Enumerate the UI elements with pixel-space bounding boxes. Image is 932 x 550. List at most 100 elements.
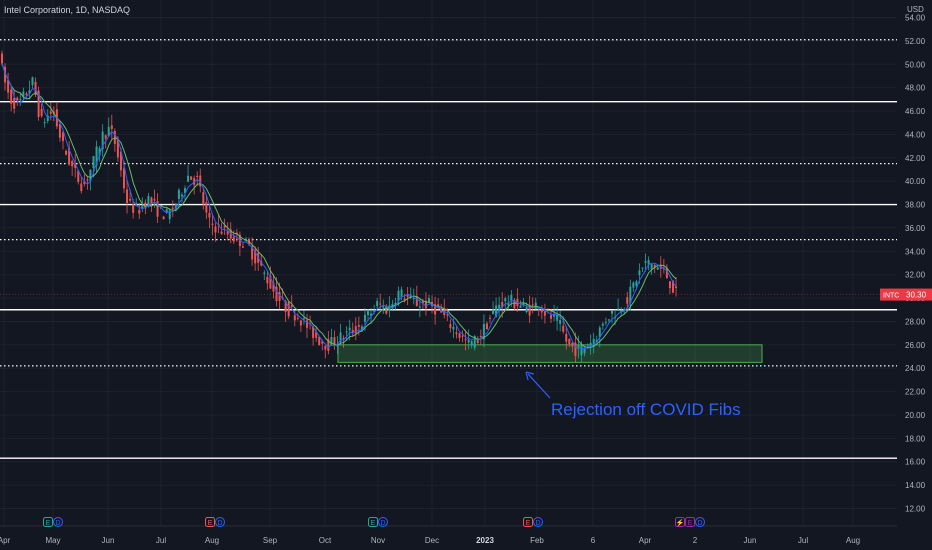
candle-down: [434, 296, 437, 325]
event-marker[interactable]: ⚡ E D: [675, 517, 705, 528]
candle-up: [577, 335, 580, 359]
candle-body: [275, 286, 278, 302]
candle-up: [345, 326, 348, 341]
candle-down: [193, 175, 196, 195]
candle-down: [266, 270, 269, 290]
candle-body: [574, 342, 577, 357]
x-tick-label: Oct: [319, 536, 332, 545]
candle-down: [13, 90, 16, 114]
candle-body: [223, 225, 226, 228]
candle-body: [421, 301, 424, 304]
candle-body: [629, 286, 632, 304]
candle-up: [644, 253, 647, 272]
candle-body: [144, 202, 147, 209]
candle-up: [604, 317, 607, 326]
candle-body: [519, 305, 522, 308]
candle-body: [324, 345, 327, 350]
candle-up: [263, 270, 266, 281]
candle-body: [296, 317, 299, 319]
candle-up: [46, 109, 49, 124]
candle-up: [382, 299, 385, 314]
candle-up: [397, 286, 400, 307]
candle-down: [537, 308, 540, 317]
candle-up: [553, 304, 556, 322]
candle-down: [254, 246, 257, 271]
candle-down: [528, 295, 531, 324]
candle-body: [80, 183, 83, 192]
candle-body: [28, 90, 31, 94]
candle-body: [269, 275, 272, 289]
candle-body: [116, 138, 119, 158]
candle-body: [245, 238, 247, 241]
candle-down: [455, 326, 458, 339]
candle-body: [492, 309, 495, 315]
candle-body: [363, 314, 366, 322]
x-tick-label: May: [45, 536, 60, 545]
candle-down: [68, 141, 71, 166]
candle-up: [589, 334, 592, 355]
candle-body: [455, 332, 458, 335]
candle-down: [34, 77, 37, 98]
candle-up: [495, 297, 498, 318]
candle-down: [309, 315, 312, 330]
x-tick-label: Apr: [0, 536, 11, 545]
y-tick-label: 52.00: [905, 37, 926, 46]
candle-body: [373, 310, 376, 312]
y-tick-label: 46.00: [905, 107, 926, 116]
candle-down: [223, 218, 226, 236]
support-zone: [337, 344, 763, 363]
event-label: D: [380, 520, 385, 527]
candle-down: [208, 204, 211, 228]
candle-down: [241, 242, 244, 248]
candle-body: [199, 175, 202, 187]
candle-body: [318, 336, 321, 346]
candle-up: [629, 279, 632, 311]
candle-body: [611, 311, 613, 314]
candle-body: [412, 298, 415, 300]
candle-down: [49, 102, 52, 121]
candle-up: [632, 281, 635, 292]
candle-body: [193, 178, 196, 185]
x-tick-label: Nov: [371, 536, 385, 545]
candle-up: [28, 80, 31, 100]
candle-down: [40, 103, 43, 118]
y-tick-label: 32.00: [905, 271, 926, 280]
candle-body: [83, 181, 86, 184]
candle-body: [409, 294, 412, 298]
event-label: E: [46, 520, 51, 527]
candle-up: [391, 299, 394, 310]
candle-body: [464, 339, 467, 341]
x-tick-label: 6: [591, 536, 596, 545]
candle-down: [65, 149, 68, 156]
candle-body: [467, 339, 470, 343]
candle-body: [592, 338, 595, 347]
event-label: E: [371, 520, 376, 527]
ma-slow-line: [1, 63, 677, 349]
candle-down: [333, 330, 336, 350]
y-tick-label: 36.00: [905, 224, 926, 233]
event-dividend-icon: [533, 517, 543, 527]
candle-body: [211, 223, 214, 225]
candle-up: [141, 197, 144, 213]
candle-body: [400, 289, 403, 298]
candle-body: [382, 305, 385, 308]
event-dividend-icon: [215, 517, 225, 527]
candle-body: [473, 336, 476, 348]
candle-body: [370, 313, 373, 316]
candle-up: [617, 298, 620, 311]
candle-body: [485, 323, 488, 330]
candle-up: [107, 117, 110, 137]
candle-body: [553, 313, 556, 317]
candle-body: [665, 268, 668, 279]
event-label: E: [526, 520, 531, 527]
candle-body: [510, 294, 513, 301]
candle-up: [367, 308, 369, 321]
price-tag-symbol: INTC: [883, 293, 899, 300]
candle-up: [400, 286, 403, 301]
